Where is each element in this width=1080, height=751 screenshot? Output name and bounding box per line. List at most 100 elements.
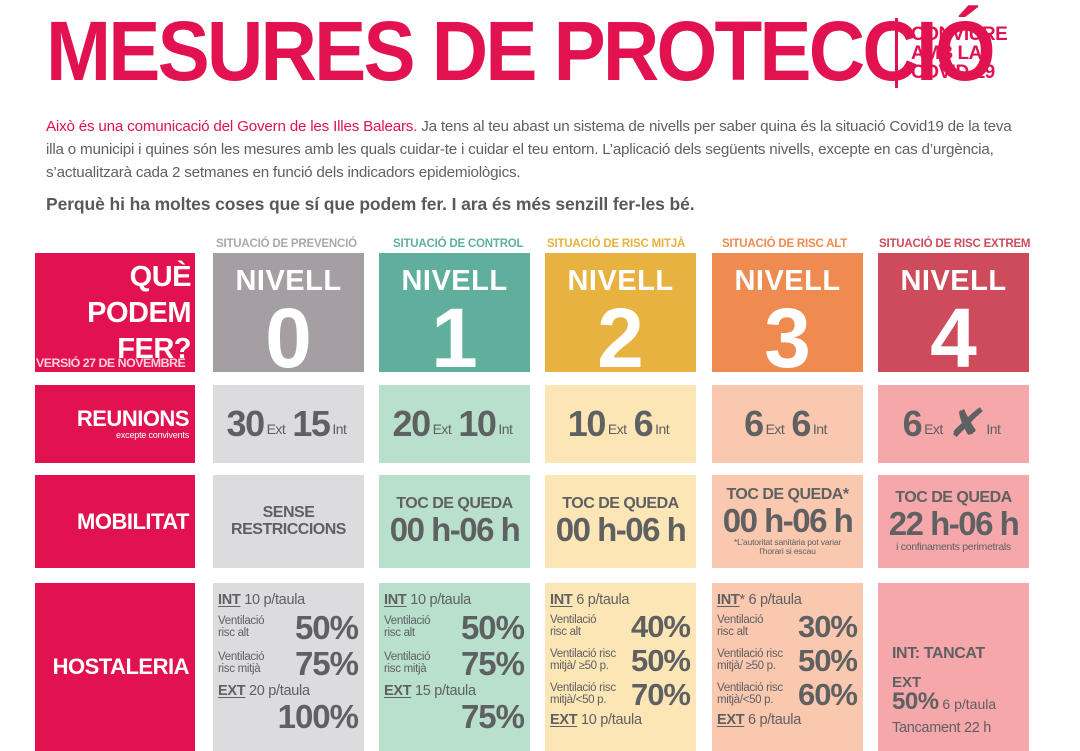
level-1-header: NIVELL 1 (379, 253, 530, 380)
level-number: 0 (265, 291, 312, 385)
ext-count: 30 (226, 403, 266, 444)
what-can-we-do-box: QUÈ PODEM FER? VERSIÓ 27 DE NOVEMBRE (35, 253, 195, 372)
que-line: QUÈ (129, 261, 192, 293)
int-count: 6 (633, 403, 654, 444)
level-number: 2 (597, 291, 644, 385)
ext-count: 10 (567, 403, 607, 444)
ventilation-row: Ventilació risc mitjà 75% (384, 644, 525, 682)
level-0-header: NIVELL 0 (213, 253, 364, 380)
podem-line: PODEM (87, 297, 191, 329)
curfew-label: TOC DE QUEDA (895, 489, 1012, 507)
int-count: 15 (292, 403, 331, 444)
situation-label-3: SITUACIÓ DE RISC ALT (722, 238, 848, 250)
ext-unit: Ext (924, 421, 943, 437)
outdoor-capacity: 50% 6 p/taula (892, 688, 997, 715)
ventilation-row: Ventilació risc mitjà/<50 p. 70% (550, 676, 691, 712)
header: MESURES DE PROTECCIÓ (46, 6, 1064, 96)
ventilation-row: Ventilació risc mitjà/ ≥50 p. 50% (717, 642, 858, 678)
hostaleria-level-3: INT* 6 p/taula Ventilació risc alt 30% Ve… (712, 583, 863, 751)
ext-unit: Ext (765, 421, 785, 437)
ventilation-row: Ventilació risc alt 30% (717, 608, 858, 644)
hostaleria-level-2: INT 6 p/taula Ventilació risc alt 40% Ven… (545, 583, 696, 751)
outdoor-percentage: 100% (277, 698, 359, 735)
level-word: NIVELL (235, 265, 342, 297)
outdoor-capacity: EXT 15 p/taula (384, 682, 476, 699)
tagline: Perquè hi ha moltes coses que sí que pod… (46, 194, 695, 214)
reunions-level-0: 30 Ext 15 Int (213, 385, 364, 463)
hostaleria-level-4: INT: TANCAT EXT 50% 6 p/taula Tancament … (878, 583, 1029, 751)
reunions-level-3: 6 Ext 6 Int (712, 385, 863, 463)
level-word: NIVELL (900, 265, 1007, 297)
intro-paragraph: Això és una comunicació del Govern de le… (46, 115, 1026, 184)
hostaleria-level-0: INT 10 p/taula Ventilació risc alt 50% Ve… (213, 583, 364, 751)
indoor-capacity: INT 10 p/taula (218, 592, 305, 608)
page-title: MESURES DE PROTECCIÓ (46, 4, 996, 98)
title-divider (895, 18, 898, 88)
curfew-hours: 00 h-06 h (389, 510, 521, 548)
situation-label-2: SITUACIÓ DE RISC MITJÀ (547, 238, 686, 250)
level-3-header: NIVELL 3 (712, 253, 863, 380)
intro-lead: Això és una comunicació del Govern de le… (46, 118, 418, 135)
curfew-hours: 00 h-06 h (722, 501, 854, 539)
indoor-capacity: INT 6 p/taula (550, 592, 630, 608)
int-count: 10 (458, 403, 497, 444)
row-label-reunions: REUNIONS excepte convivents (35, 385, 195, 463)
intro-body: Ja tens al teu abast un sistema de nivel… (46, 118, 1012, 181)
subtitle-line: CONVIURE (911, 24, 1008, 45)
situation-label-0: SITUACIÓ DE PREVENCIÓ (216, 238, 357, 250)
int-count: 6 (791, 403, 811, 444)
int-unit: Int (498, 421, 513, 437)
ventilation-row: Ventilació risc alt 50% (218, 608, 359, 646)
row-sublabel: excepte convivents (116, 430, 189, 440)
mobilitat-level-4: TOC DE QUEDA 22 h-06 h i confinaments pe… (878, 475, 1029, 568)
subtitle-line: AMB LA (911, 43, 982, 64)
int-unit: Int (332, 421, 347, 437)
curfew-hours: 22 h-06 h (888, 505, 1020, 543)
mobilitat-level-0: SENSE RESTRICCIONS (213, 475, 364, 568)
indoor-closed: INT: TANCAT (892, 645, 985, 662)
campaign-subtitle: CONVIURE AMB LA COVID-19 (911, 24, 1008, 83)
curfew-label: TOC DE QUEDA (396, 494, 513, 512)
closing-time: Tancament 22 h (892, 720, 991, 736)
version-label: VERSIÓ 27 DE NOVEMBRE (36, 356, 186, 370)
row-label-hostaleria: HOSTALERIA (35, 583, 195, 751)
level-word: NIVELL (401, 265, 508, 297)
reunions-level-1: 20 Ext 10 Int (379, 385, 530, 463)
level-number: 3 (764, 291, 811, 385)
situation-label-4: SITUACIÓ DE RISC EXTREM (879, 238, 1031, 250)
mobilitat-level-2: TOC DE QUEDA 00 h-06 h (545, 475, 696, 568)
ext-unit: Ext (432, 421, 452, 437)
row-label-mobilitat: MOBILITAT (35, 475, 195, 568)
outdoor-capacity: EXT 6 p/taula (717, 711, 801, 728)
level-number: 1 (431, 291, 478, 385)
ventilation-row: Ventilació risc mitjà/<50 p. 60% (717, 676, 858, 712)
curfew-note: i confinaments perimetrals (896, 540, 1011, 553)
ext-count: 6 (744, 403, 764, 444)
outdoor-capacity: EXT 20 p/taula (218, 682, 310, 699)
int-unit: Int (655, 421, 670, 437)
hostaleria-level-1: INT 10 p/taula Ventilació risc alt 50% Ve… (379, 583, 530, 751)
ventilation-row: Ventilació risc mitjà/ ≥50 p. 50% (550, 642, 691, 678)
level-word: NIVELL (567, 265, 674, 297)
level-number: 4 (930, 291, 977, 385)
ext-unit: Ext (607, 421, 627, 437)
ext-unit: Ext (266, 421, 286, 437)
curfew-label: TOC DE QUEDA* (726, 485, 849, 503)
int-unit: Int (812, 421, 828, 437)
situation-label-1: SITUACIÓ DE CONTROL (393, 238, 524, 250)
mobilitat-level-3: TOC DE QUEDA* 00 h-06 h *L’autoritat san… (712, 475, 863, 568)
outdoor-percentage: 75% (460, 698, 525, 735)
subtitle-line: COVID-19 (911, 62, 995, 83)
reunions-level-4: 6 Ext ✘ Int (878, 385, 1029, 463)
level-word: NIVELL (734, 265, 841, 297)
indoor-capacity: INT* 6 p/taula (717, 592, 802, 608)
reunions-level-2: 10 Ext 6 Int (545, 385, 696, 463)
row-label: MOBILITAT (77, 508, 190, 534)
level-4-header: NIVELL 4 (878, 253, 1029, 380)
ventilation-row: Ventilació risc mitjà 75% (218, 644, 359, 682)
mobilitat-level-1: TOC DE QUEDA 00 h-06 h (379, 475, 530, 568)
level-2-header: NIVELL 2 (545, 253, 696, 380)
row-label: REUNIONS (76, 406, 190, 431)
mobility-status: SENSE (262, 503, 315, 521)
fer-line: FER? (117, 333, 191, 365)
